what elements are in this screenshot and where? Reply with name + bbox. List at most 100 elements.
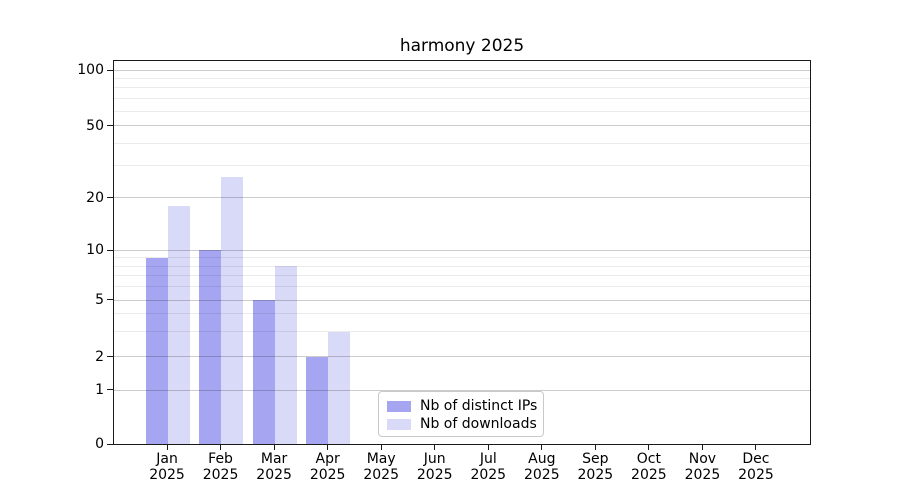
x-tick-year: 2025: [309, 467, 346, 483]
y-tick-label: 1: [95, 381, 104, 398]
x-tick-year: 2025: [470, 467, 507, 483]
gridline-minor: [114, 275, 810, 277]
x-tick-month: Apr: [315, 451, 340, 467]
gridline-minor: [114, 87, 810, 89]
x-tick-year: 2025: [523, 467, 560, 483]
x-tick-mark: [594, 445, 596, 450]
x-tick-year: 2025: [577, 467, 614, 483]
x-tick-label: Apr 2025: [296, 451, 360, 483]
x-tick-month: Sep: [582, 451, 609, 467]
y-tick-mark: [107, 389, 113, 391]
x-tick-mark: [220, 445, 222, 450]
gridline-major: [114, 69, 810, 71]
x-tick-year: 2025: [416, 467, 453, 483]
x-tick-mark: [541, 445, 543, 450]
y-tick-label: 10: [86, 242, 104, 258]
x-tick-month: Feb: [208, 451, 233, 467]
y-tick-label: 2: [95, 348, 104, 365]
x-tick-year: 2025: [684, 467, 721, 483]
gridline-minor: [114, 77, 810, 79]
x-tick-label: Mar 2025: [242, 451, 306, 483]
y-tick-mark: [107, 443, 113, 445]
y-tick-label: 5: [95, 291, 104, 308]
y-tick-mark: [107, 69, 113, 71]
legend-row: Nb of distinct IPs: [387, 397, 538, 415]
x-tick-label: Jan 2025: [135, 451, 199, 483]
x-tick-mark: [701, 445, 703, 450]
x-tick-mark: [648, 445, 650, 450]
bar-distinct-ips: [199, 250, 222, 444]
x-tick-month: May: [366, 451, 396, 467]
x-tick-label: Feb 2025: [189, 451, 253, 483]
gridline-minor: [114, 286, 810, 288]
bar-distinct-ips: [145, 257, 168, 444]
x-tick-label: Jun 2025: [403, 451, 467, 483]
x-tick-mark: [487, 445, 489, 450]
legend-label-downloads: Nb of downloads: [420, 416, 537, 432]
x-tick-year: 2025: [363, 467, 399, 483]
x-tick-label: Oct 2025: [617, 451, 681, 483]
gridline-minor: [114, 110, 810, 112]
x-tick-label: Jul 2025: [456, 451, 520, 483]
bar-downloads: [274, 266, 297, 444]
bar-downloads: [328, 331, 351, 444]
y-tick-label: 0: [95, 436, 104, 452]
legend-swatch-downloads: [387, 418, 411, 430]
bar-downloads: [167, 205, 190, 444]
bar-distinct-ips: [306, 356, 329, 444]
x-tick-mark: [273, 445, 275, 450]
x-tick-mark: [755, 445, 757, 450]
x-tick-month: Jun: [423, 451, 446, 467]
chart-title: harmony 2025: [399, 36, 525, 56]
x-tick-mark: [327, 445, 329, 450]
x-tick-month: Oct: [636, 451, 661, 467]
x-tick-mark: [434, 445, 436, 450]
y-tick-mark: [107, 249, 113, 251]
plot-area: [113, 60, 811, 445]
gridline-major: [114, 125, 810, 127]
x-tick-year: 2025: [202, 467, 239, 483]
x-tick-month: Jan: [156, 451, 178, 467]
y-tick-label: 100: [77, 62, 104, 78]
x-tick-label: May 2025: [349, 451, 413, 483]
y-tick-mark: [107, 197, 113, 199]
y-tick-mark: [107, 125, 113, 127]
x-tick-label: Dec 2025: [724, 451, 788, 483]
x-tick-month: Mar: [260, 451, 288, 467]
gridline-minor: [114, 331, 810, 333]
bar-distinct-ips: [252, 300, 275, 444]
y-tick-mark: [107, 356, 113, 358]
bar-downloads: [221, 177, 244, 444]
x-tick-year: 2025: [149, 467, 185, 483]
y-tick-label: 50: [86, 117, 104, 134]
x-tick-month: Jul: [479, 451, 497, 467]
x-tick-month: Nov: [688, 451, 717, 467]
x-tick-month: Aug: [528, 451, 556, 467]
legend-row: Nb of downloads: [387, 415, 537, 433]
x-tick-year: 2025: [256, 467, 292, 483]
y-tick-label: 20: [86, 189, 104, 206]
x-tick-year: 2025: [738, 467, 774, 483]
gridline-minor: [114, 265, 810, 267]
gridline-minor: [114, 257, 810, 259]
x-tick-year: 2025: [631, 467, 667, 483]
x-tick-label: Aug 2025: [510, 451, 574, 483]
x-tick-mark: [166, 445, 168, 450]
gridline-major: [114, 356, 810, 358]
gridline-minor: [114, 142, 810, 144]
gridline-minor: [114, 98, 810, 100]
gridline-minor: [114, 313, 810, 315]
legend-label-distinct-ips: Nb of distinct IPs: [420, 398, 538, 414]
x-tick-month: Dec: [742, 451, 770, 467]
gridline-minor: [114, 165, 810, 167]
gridline-major: [114, 389, 810, 391]
x-tick-label: Nov 2025: [670, 451, 734, 483]
y-tick-mark: [107, 299, 113, 301]
gridline-major: [114, 249, 810, 251]
legend: Nb of distinct IPs Nb of downloads: [378, 391, 544, 437]
x-tick-label: Sep 2025: [563, 451, 627, 483]
gridline-major: [114, 299, 810, 301]
legend-swatch-distinct-ips: [387, 400, 411, 412]
x-tick-mark: [380, 445, 382, 450]
